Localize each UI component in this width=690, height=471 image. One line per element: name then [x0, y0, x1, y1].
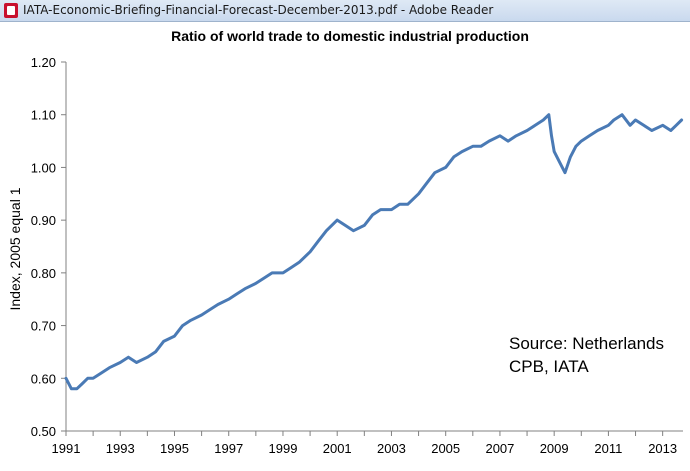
- x-tick-label: 2009: [540, 441, 569, 456]
- pdf-document-icon: [4, 3, 18, 18]
- chart-area: Ratio of world trade to domestic industr…: [0, 22, 690, 467]
- x-tick-label: 2013: [648, 441, 677, 456]
- line-chart: Ratio of world trade to domestic industr…: [7, 28, 684, 456]
- x-tick-label: 2011: [594, 441, 622, 456]
- x-tick-label: 1995: [160, 441, 189, 456]
- series-line: [64, 113, 684, 391]
- x-tick-label: 2003: [377, 441, 406, 456]
- window-title: IATA-Economic-Briefing-Financial-Forecas…: [23, 3, 494, 17]
- y-tick-label: 0.90: [31, 213, 56, 228]
- y-tick-label: 0.50: [31, 424, 56, 439]
- window-title-bar[interactable]: IATA-Economic-Briefing-Financial-Forecas…: [0, 0, 690, 22]
- y-tick-label: 0.70: [31, 319, 56, 334]
- y-axis: 0.50 0.60 0.70 0.80 0.90 1.00 1.10 1.20: [31, 55, 67, 439]
- y-axis-label: Index, 2005 equal 1: [7, 187, 23, 310]
- y-tick-label: 1.00: [31, 160, 56, 175]
- x-tick-label: 2005: [431, 441, 460, 456]
- x-tick-label: 1999: [269, 441, 298, 456]
- x-tick-label: 2001: [323, 441, 352, 456]
- series-layer: [64, 113, 684, 391]
- annotation-line: CPB, IATA: [509, 357, 589, 376]
- annotation-line: Source: Netherlands: [509, 334, 664, 353]
- x-tick-label: 1991: [52, 441, 81, 456]
- x-tick-label: 1997: [214, 441, 243, 456]
- x-axis: 1991 1993 1995 1997 1999 2001 2003 2005 2007 2009…: [52, 430, 683, 456]
- y-tick-label: 1.20: [31, 55, 56, 70]
- y-tick-label: 0.60: [31, 371, 56, 386]
- x-tick-label: 2007: [485, 441, 514, 456]
- source-annotation: Source: Netherlands CPB, IATA: [509, 334, 664, 376]
- x-tick-label: 1993: [106, 441, 135, 456]
- y-tick-label: 0.80: [31, 266, 56, 281]
- chart-title: Ratio of world trade to domestic industr…: [171, 28, 529, 44]
- y-tick-label: 1.10: [31, 108, 56, 123]
